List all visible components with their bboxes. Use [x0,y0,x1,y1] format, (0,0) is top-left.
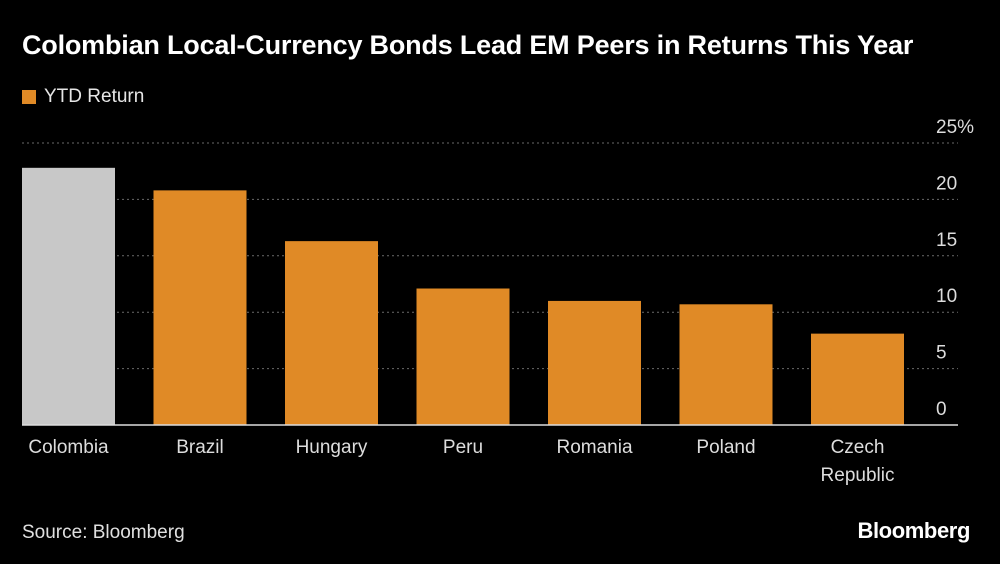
chart-title: Colombian Local-Currency Bonds Lead EM P… [22,30,914,60]
x-tick-label: Romania [556,437,632,458]
y-tick-label: 5 [936,343,947,364]
x-tick-label: Czech Republic [821,437,895,486]
y-tick-label: 10 [936,286,957,307]
y-tick-label: 15 [936,230,957,251]
source-note: Source: Bloomberg [22,522,185,543]
y-tick-label: 0 [936,399,947,420]
bar-hungary [285,241,378,425]
bloomberg-logo: Bloomberg [857,518,970,543]
bar-poland [679,304,773,425]
bar-brazil [153,190,247,425]
x-tick-label: Poland [696,437,755,458]
y-axis-ticks: 0 5 10 15 20 25% [936,117,974,420]
x-axis-ticks: Colombia Brazil Hungary Peru Romania Poland Cz… [28,437,894,486]
x-tick-label: Colombia [28,437,109,458]
x-tick-label: Hungary [296,437,368,458]
bars [22,167,904,426]
legend-swatch [22,90,36,104]
bar-peru [416,288,510,425]
bar-romania [548,300,641,425]
bar-colombia [22,167,115,426]
legend: YTD Return [22,86,144,108]
x-tick-label: Brazil [176,437,224,458]
bar-czech-republic [811,333,904,425]
y-tick-label: 25% [936,117,974,138]
x-tick-label: Peru [443,437,483,458]
legend-label: YTD Return [44,86,145,107]
y-tick-label: 20 [936,173,957,194]
